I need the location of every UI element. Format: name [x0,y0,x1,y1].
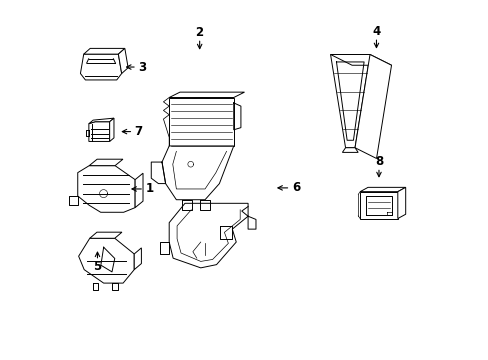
Text: 2: 2 [195,26,203,39]
Polygon shape [89,118,114,124]
Polygon shape [169,98,233,146]
Polygon shape [79,238,134,283]
Polygon shape [118,48,128,73]
Polygon shape [360,192,397,219]
Polygon shape [135,173,142,208]
Text: 5: 5 [93,260,102,273]
Polygon shape [134,248,141,270]
Polygon shape [83,48,124,54]
Polygon shape [89,122,109,141]
Polygon shape [109,118,114,141]
Text: 6: 6 [291,181,300,194]
Polygon shape [169,203,247,268]
Polygon shape [162,146,233,200]
Text: 8: 8 [374,155,382,168]
Polygon shape [330,54,391,65]
Polygon shape [80,54,122,80]
Polygon shape [342,148,357,152]
Polygon shape [169,92,244,98]
Polygon shape [89,159,122,166]
Polygon shape [397,187,405,219]
Text: 1: 1 [145,183,153,195]
Text: 4: 4 [371,25,380,38]
Text: 3: 3 [138,60,146,73]
Polygon shape [354,54,391,158]
Polygon shape [360,187,405,192]
Text: 7: 7 [134,125,142,138]
Polygon shape [330,54,369,148]
Polygon shape [78,166,135,212]
Polygon shape [90,232,122,238]
